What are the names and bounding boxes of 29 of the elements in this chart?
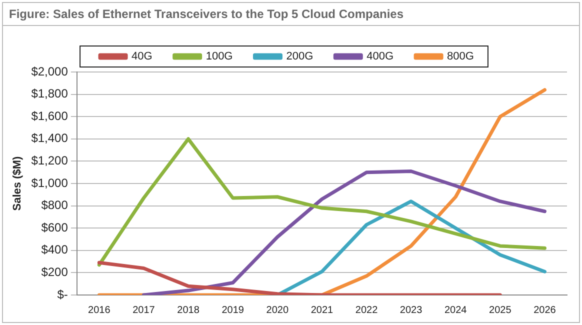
x-tick-label: 2024: [444, 304, 468, 316]
y-tick-label: $200: [41, 265, 68, 280]
x-tick-label: 2023: [400, 304, 423, 316]
y-tick-label: $2,000: [31, 64, 68, 78]
x-tick-label: 2019: [222, 304, 244, 316]
x-tick-label: 2022: [355, 304, 378, 316]
legend-label: 800G: [447, 50, 474, 63]
y-tick-label: $800: [41, 198, 68, 212]
y-tick-label: $-: [57, 287, 68, 302]
chart-title: Figure: Sales of Ethernet Transceivers to the Top 5 Cloud Companies: [9, 7, 404, 21]
y-axis-title: Sales ($M): [12, 156, 24, 211]
x-tick-label: 2016: [88, 304, 111, 316]
x-tick-label: 2017: [132, 304, 156, 316]
x-tick-label: 2025: [489, 304, 512, 316]
x-tick-label: 2021: [310, 304, 334, 316]
y-tick-label: $1,600: [31, 108, 68, 123]
x-tick-label: 2020: [266, 304, 289, 316]
y-tick-label: $1,000: [31, 176, 68, 190]
y-tick-label: $1,800: [31, 86, 68, 101]
y-tick-label: $600: [41, 220, 68, 234]
legend-label: 40G: [132, 50, 152, 63]
legend-label: 400G: [366, 50, 394, 63]
y-tick-label: $1,200: [31, 154, 68, 168]
y-tick-label: $1,400: [31, 131, 68, 146]
legend-label: 200G: [286, 50, 314, 63]
x-tick-label: 2026: [534, 304, 556, 316]
x-tick-label: 2018: [177, 304, 200, 316]
legend-label: 100G: [206, 50, 233, 63]
y-tick-label: $400: [41, 242, 68, 257]
